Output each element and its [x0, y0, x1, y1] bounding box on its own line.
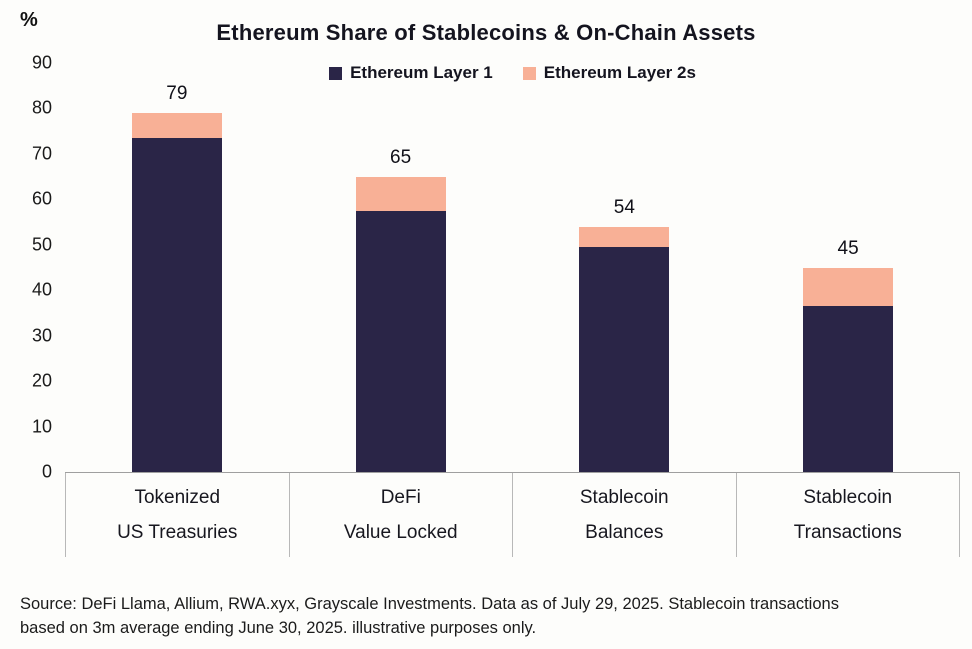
bar-stack — [355, 176, 446, 472]
bar-group: 45 — [736, 63, 960, 472]
legend-item: Ethereum Layer 1 — [329, 63, 493, 83]
legend-label: Ethereum Layer 2s — [543, 63, 696, 82]
x-category-line1: DeFi — [380, 487, 421, 508]
bar-stack — [803, 267, 894, 473]
legend-item: Ethereum Layer 2s — [522, 63, 696, 83]
x-category-label: Stablecoin Transactions — [735, 473, 960, 557]
bar-segment-layer2 — [131, 113, 222, 138]
legend-label: Ethereum Layer 1 — [350, 63, 493, 82]
y-tick-label: 90 — [31, 52, 52, 73]
x-category-line1: Tokenized — [134, 487, 221, 508]
y-tick-label: 70 — [31, 143, 52, 164]
bar-segment-layer1 — [131, 137, 222, 472]
y-tick-label: 80 — [31, 97, 52, 118]
bar-stack — [131, 113, 222, 472]
y-axis: 0 10 20 30 40 50 60 70 80 90 — [8, 53, 52, 482]
bar-value-label: 79 — [166, 83, 188, 104]
legend-swatch — [329, 66, 343, 80]
bar-segment-layer1 — [355, 210, 446, 472]
x-category-line1: Stablecoin — [579, 487, 669, 508]
x-category-line2: Balances — [585, 522, 664, 543]
bar-stack — [579, 226, 670, 472]
y-tick-label: 10 — [31, 416, 52, 437]
bar-segment-layer1 — [803, 306, 894, 472]
y-axis-unit-label: % — [20, 9, 38, 31]
bar-segment-layer1 — [579, 247, 670, 472]
bar-group: 54 — [513, 63, 737, 472]
x-category-label: Tokenized US Treasuries — [65, 473, 289, 557]
x-category-label: Stablecoin Balances — [512, 473, 736, 557]
y-tick-label: 40 — [31, 279, 52, 300]
bar-segment-layer2 — [355, 176, 446, 211]
x-category-line2: Value Locked — [343, 522, 458, 543]
plot-area: 79 65 54 45 — [65, 63, 960, 472]
bar-group: 79 — [65, 63, 289, 472]
bar-value-label: 54 — [613, 196, 635, 218]
x-category-label: DeFi Value Locked — [288, 473, 513, 557]
y-tick-label: 60 — [31, 188, 52, 209]
x-category-line2: US Treasuries — [117, 522, 238, 543]
legend: Ethereum Layer 1 Ethereum Layer 2s — [65, 63, 960, 83]
y-tick-label: 20 — [31, 370, 52, 391]
chart-title: Ethereum Share of Stablecoins & On-Chain… — [216, 20, 756, 45]
source-note: Source: DeFi Llama, Allium, RWA.xyx, Gra… — [20, 595, 839, 637]
y-tick-label: 0 — [41, 461, 52, 482]
bar-value-label: 65 — [390, 146, 412, 168]
x-category-line1: Stablecoin — [803, 487, 893, 508]
bar-segment-layer2 — [803, 267, 894, 307]
y-tick-label: 30 — [31, 325, 52, 346]
y-tick-label: 50 — [31, 234, 52, 255]
bar-group: 65 — [289, 63, 513, 472]
x-axis-labels: Tokenized US Treasuries DeFi Value Locked St… — [65, 472, 960, 557]
legend-swatch — [522, 66, 536, 80]
bar-value-label: 45 — [837, 237, 859, 259]
x-category-line2: Transactions — [793, 522, 902, 543]
bar-segment-layer2 — [579, 226, 670, 248]
